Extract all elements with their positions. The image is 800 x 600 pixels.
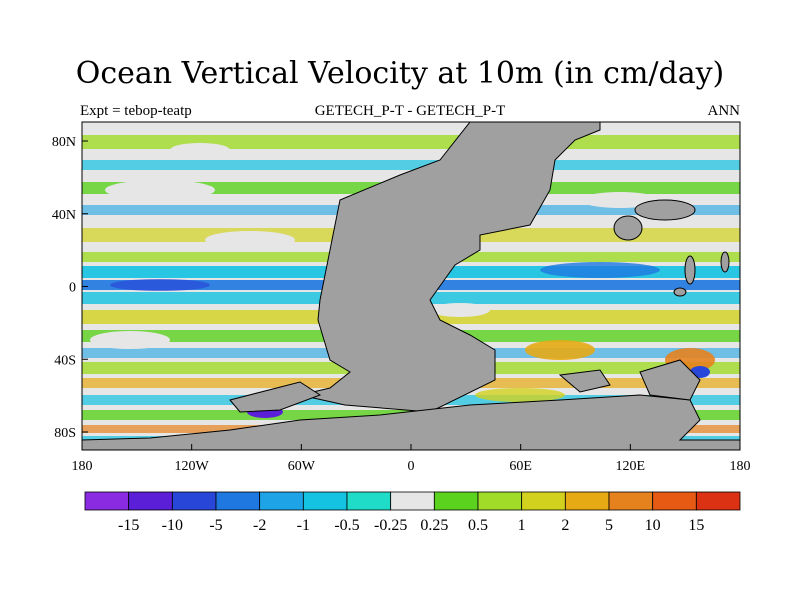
colorbar-box (564, 491, 610, 511)
southeast-landmass (639, 359, 701, 401)
central-continent (299, 122, 601, 413)
land-masses (82, 122, 740, 450)
colorbar-box (695, 491, 741, 511)
colorbar-label: -0.25 (374, 517, 407, 534)
lat-tick-label: 40N (52, 208, 76, 223)
island-east-d (720, 251, 730, 273)
experiment-label: Expt = tebop-teatp (80, 103, 192, 119)
colorbar-boxes (84, 491, 741, 511)
colorbar-label: -5 (209, 517, 222, 534)
lon-tick-label: 180 (730, 459, 751, 474)
colorbar-label: 0.5 (468, 517, 488, 534)
lon-tick-label: 120W (175, 459, 210, 474)
colorbar-label: 15 (688, 517, 704, 534)
colorbar-label: 5 (605, 517, 613, 534)
model-label: GETECH_P-T - GETECH_P-T (314, 103, 506, 119)
south-polar-landmass (82, 394, 740, 450)
lat-tick-label: 80S (54, 426, 76, 441)
colorbar-box (346, 491, 392, 511)
colorbar-labels: -15 -10 -5 -2 -1 -0.5 -0.25 0.25 0.5 1 2 5 10 15 (118, 517, 704, 534)
colorbar-box (477, 491, 523, 511)
season-label: ANN (707, 103, 741, 119)
colorbar-box (128, 491, 173, 511)
lat-tick-label: 0 (69, 281, 76, 296)
island-east-c (684, 255, 696, 285)
colorbar-label: -2 (253, 517, 266, 534)
colorbar-box (652, 491, 697, 511)
colorbar-box (215, 491, 261, 511)
colorbar-box (433, 491, 479, 511)
island-east-a (634, 199, 696, 221)
colorbar-label: -1 (297, 517, 310, 534)
lon-tick-label: 120E (616, 459, 646, 474)
colorbar-box (302, 491, 348, 511)
lon-tick-label: 60E (509, 459, 532, 474)
colorbar-label: 1 (518, 517, 526, 534)
island-east-b (613, 215, 643, 241)
lon-tick-label: 180 (72, 459, 93, 474)
southwest-landmass (229, 381, 322, 413)
colorbar-label: 10 (645, 517, 661, 534)
lon-tick-label: 0 (408, 459, 415, 474)
colorbar-label: -0.5 (334, 517, 359, 534)
colorbar-box (521, 491, 566, 511)
colorbar-box (390, 491, 435, 511)
colorbar-box (259, 491, 304, 511)
colorbar-box (608, 491, 654, 511)
lat-tick-label: 80N (52, 135, 76, 150)
lat-tick-label: 40S (54, 353, 76, 368)
island-east-e (673, 287, 687, 297)
colorbar-box (171, 491, 217, 511)
colorbar-label: -10 (162, 517, 183, 534)
south-landmass (558, 369, 611, 393)
lon-tick-label: 60W (288, 459, 316, 474)
colorbar-label: 2 (561, 517, 569, 534)
map-title: Ocean Vertical Velocity at 10m (in cm/da… (75, 56, 725, 91)
colorbar-label: -15 (118, 517, 139, 534)
colorbar-label: 0.25 (420, 517, 448, 534)
colorbar-box (84, 491, 130, 511)
axis-ticks: 180 120W 60W 0 60E 120E 180 80N 40N 0 40S 80S (52, 135, 751, 474)
